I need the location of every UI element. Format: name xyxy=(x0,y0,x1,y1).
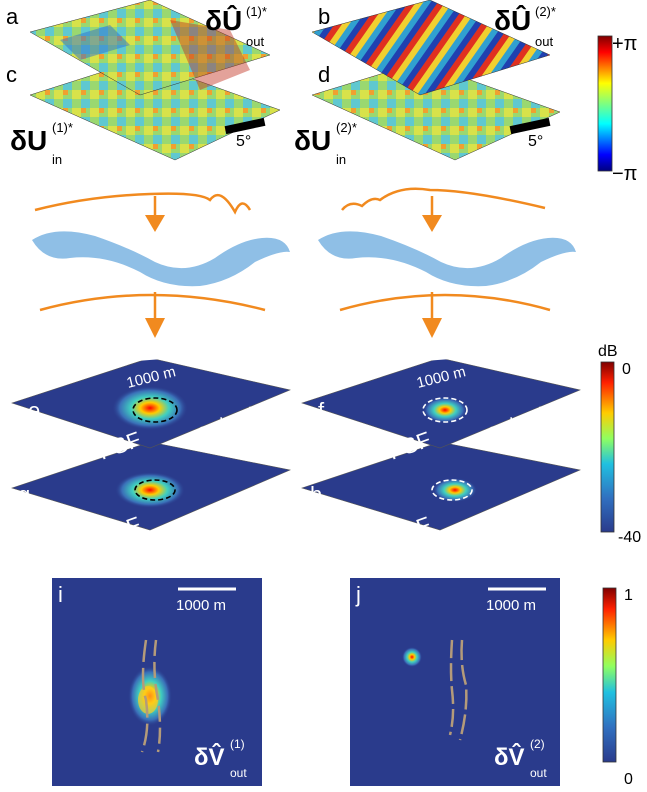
scale-bar-right xyxy=(509,117,551,135)
label-in2: δU (2)* in xyxy=(294,120,357,167)
colorbar-phase: +π −π xyxy=(597,33,637,185)
map-scale-label-left: 1000 m xyxy=(176,597,226,614)
colorbar-db: dB 0 -40 xyxy=(598,343,641,546)
svg-text:(1): (1) xyxy=(230,737,245,751)
scale-bar-left xyxy=(224,117,266,135)
panel-label-c: c xyxy=(6,62,17,87)
svg-text:(1)*: (1)* xyxy=(246,4,267,19)
panel-label-h: h xyxy=(310,482,322,507)
wavefront-distorted-left xyxy=(34,192,252,215)
label-out2: δÛ (2)* out xyxy=(494,4,556,49)
colorbar-linear-top: 1 xyxy=(624,587,633,604)
map-v1 xyxy=(52,578,262,786)
psf-scale-bar-right xyxy=(417,354,471,362)
colorbar-db-top: 0 xyxy=(622,361,631,378)
phase-map-out1 xyxy=(29,0,271,96)
scale-label-right: 5° xyxy=(528,133,543,150)
psf-text-h: PSF xyxy=(385,512,434,550)
svg-text:out: out xyxy=(535,34,553,49)
psf-scale-bar-left xyxy=(129,354,183,362)
psf-plane-output-right xyxy=(301,357,581,449)
svg-text:δU: δU xyxy=(10,125,47,156)
vessel-right xyxy=(448,639,468,741)
psf-text-g: PSF xyxy=(95,512,144,550)
panel-label-i: i xyxy=(58,582,63,607)
panel-label-e: e xyxy=(28,398,40,423)
psf-plane-input-right xyxy=(301,441,582,531)
label-in1: δU (1)* in xyxy=(10,120,73,167)
colorbar-linear-bottom: 0 xyxy=(624,771,633,788)
vessel-left xyxy=(140,639,162,753)
label-out1: δÛ (1)* out xyxy=(205,4,267,49)
panel-label-d: d xyxy=(318,62,330,87)
svg-text:out: out xyxy=(246,34,264,49)
wavefront-distorted-right xyxy=(341,187,546,211)
panel-label-a: a xyxy=(6,4,19,29)
colorbar-db-bottom: -40 xyxy=(618,529,641,546)
svg-text:δÛ: δÛ xyxy=(494,4,531,36)
scale-label-left: 5° xyxy=(236,133,251,150)
colorbar-phase-bottom: −π xyxy=(612,163,637,185)
medium-right xyxy=(318,231,576,287)
colorbar-db-unit: dB xyxy=(598,343,618,360)
psf-plane-output-left xyxy=(11,357,291,449)
label-v2: δV̂ (2) out xyxy=(494,737,547,780)
wave-diagram xyxy=(34,187,551,320)
medium-left xyxy=(32,231,290,287)
colorbar-phase-top: +π xyxy=(612,33,637,55)
label-v1: δV̂ (1) out xyxy=(194,737,247,780)
panel-label-b: b xyxy=(318,4,330,29)
svg-text:in: in xyxy=(52,152,62,167)
panel-label-f: f xyxy=(318,398,325,423)
panel-label-g: g xyxy=(18,482,30,507)
svg-text:(2)*: (2)* xyxy=(535,4,556,19)
phase-map-out2 xyxy=(311,0,551,96)
svg-text:δV̂: δV̂ xyxy=(194,743,225,771)
svg-text:out: out xyxy=(530,766,547,780)
wave-arrows xyxy=(145,215,442,338)
map-v2 xyxy=(350,578,560,786)
wavefront-flat-left xyxy=(39,293,266,312)
svg-text:(2): (2) xyxy=(530,737,545,751)
psf-plane-input-left xyxy=(11,441,292,531)
svg-text:δÛ: δÛ xyxy=(205,4,242,36)
panel-label-j: j xyxy=(355,582,361,607)
svg-text:out: out xyxy=(230,766,247,780)
svg-text:δU: δU xyxy=(294,125,331,156)
svg-text:(2)*: (2)* xyxy=(336,120,357,135)
colorbar-linear: 1 0 xyxy=(602,587,633,788)
svg-text:δV̂: δV̂ xyxy=(494,743,525,771)
svg-text:in: in xyxy=(336,152,346,167)
wavefront-flat-right xyxy=(339,293,551,312)
map-scale-label-right: 1000 m xyxy=(486,597,536,614)
svg-text:(1)*: (1)* xyxy=(52,120,73,135)
